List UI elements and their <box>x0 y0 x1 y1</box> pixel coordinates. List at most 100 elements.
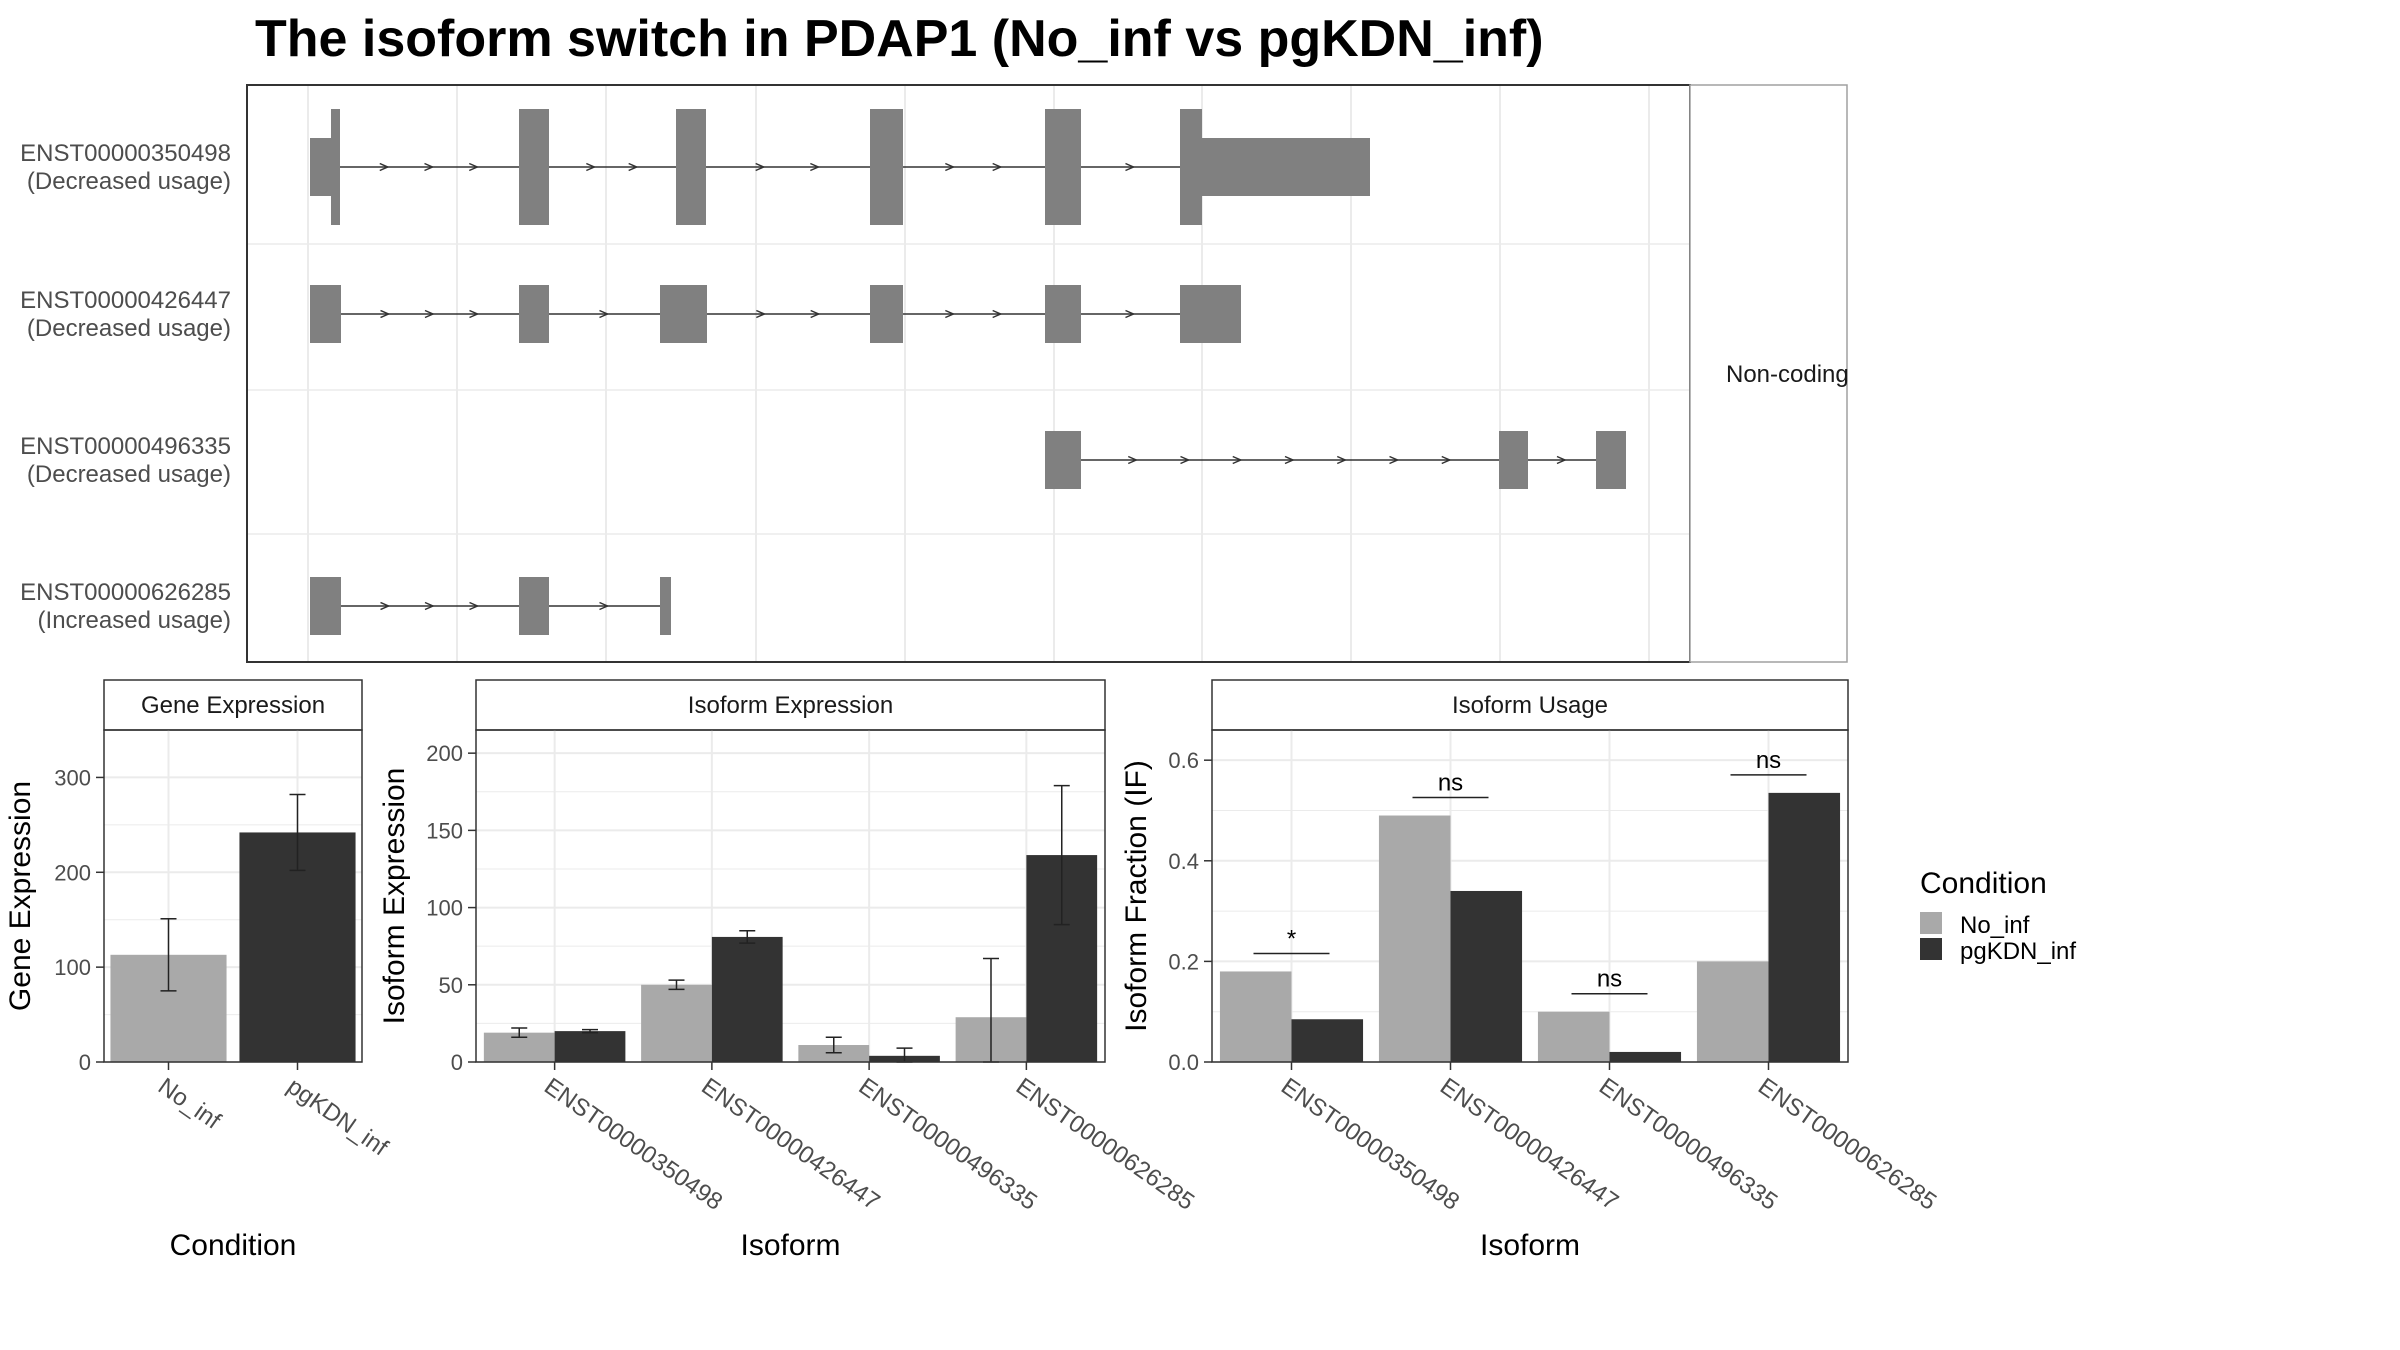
intron-arrow <box>810 309 821 319</box>
panel-frame <box>1211 729 1849 1063</box>
y-tick-label: 0.2 <box>1168 949 1199 974</box>
intron-arrow <box>379 162 390 172</box>
structure-strip-label: Non-coding <box>1726 361 1849 388</box>
x-tick-label: No_inf <box>153 1073 226 1135</box>
x-axis-title: Isoform <box>740 1229 840 1262</box>
y-tick-label: 200 <box>54 860 91 885</box>
intron-arrow <box>469 309 480 319</box>
exon <box>310 138 331 196</box>
intron-arrow <box>992 309 1003 319</box>
bar <box>1768 792 1841 1062</box>
y-tick-label: 0.0 <box>1168 1050 1199 1075</box>
exon <box>331 109 340 225</box>
isoform-id-label: ENST00000626285 <box>20 579 231 606</box>
intron-arrow <box>755 162 766 172</box>
isoform-usage-label: (Decreased usage) <box>27 315 231 342</box>
bar <box>1219 971 1292 1062</box>
exon <box>660 285 707 343</box>
isoform-usage-label: (Decreased usage) <box>27 461 231 488</box>
x-tick-label: pgKDN_inf <box>282 1073 393 1162</box>
exon <box>1045 109 1081 225</box>
y-axis-title: Isoform Expression <box>378 768 411 1025</box>
intron-arrow <box>1441 455 1452 465</box>
exon <box>310 577 341 635</box>
exon <box>519 577 549 635</box>
bar <box>1378 815 1451 1062</box>
legend-label-no-inf: No_inf <box>1960 912 2030 939</box>
y-tick-label: 0 <box>451 1050 463 1075</box>
isoform-id-label: ENST00000426447 <box>20 287 231 314</box>
intron-arrow <box>380 601 391 611</box>
bar <box>711 936 783 1062</box>
isoform-usage-label: (Decreased usage) <box>27 168 231 195</box>
intron-arrow <box>468 162 480 172</box>
legend-swatch-no-inf <box>1920 912 1942 934</box>
exon <box>660 577 671 635</box>
exon <box>519 285 549 343</box>
transcript-ENST00000626285 <box>310 577 671 635</box>
exon <box>1499 431 1528 489</box>
intron-arrow <box>380 309 391 319</box>
exon <box>1596 431 1626 489</box>
intron-arrow <box>992 162 1003 172</box>
exon <box>1045 285 1081 343</box>
y-tick-label: 100 <box>54 955 91 980</box>
isoform-id-label: ENST00000350498 <box>20 140 231 167</box>
y-tick-label: 100 <box>426 896 463 921</box>
y-tick-label: 150 <box>426 818 463 843</box>
isoform-usage-label: (Increased usage) <box>38 607 231 634</box>
intron-arrow <box>1127 455 1139 465</box>
intron-arrow <box>1389 455 1400 465</box>
significance-label: ns <box>1756 747 1781 774</box>
legend-title: Condition <box>1920 867 2047 900</box>
structure-transcripts <box>310 109 1626 635</box>
y-tick-label: 0 <box>79 1050 91 1075</box>
x-axis-title: Isoform <box>1480 1229 1580 1262</box>
panel-frame <box>103 729 363 1063</box>
legend-label-pgkdn-inf: pgKDN_inf <box>1960 938 2076 965</box>
structure-panel: Non-coding ENST00000350498(Decreased usa… <box>20 84 1849 663</box>
y-tick-label: 50 <box>439 973 463 998</box>
exon <box>870 109 903 225</box>
intron-arrow <box>424 601 435 611</box>
gene-expression-panel: Gene Expression 0 100 200 300 No_inf pgKDN_inf… <box>4 679 393 1262</box>
panel-strip <box>1211 679 1849 731</box>
y-tick-label: 200 <box>426 741 463 766</box>
panel-strip <box>475 679 1106 731</box>
intron-arrow <box>1232 455 1243 465</box>
y-tick-label: 0.6 <box>1168 748 1199 773</box>
isoform-expression-panel: Isoform Expression050100150200ENST000003… <box>378 679 1199 1262</box>
intron-arrow <box>424 309 435 319</box>
exon <box>310 285 341 343</box>
exon <box>676 109 706 225</box>
bar <box>1696 961 1769 1062</box>
intron-arrow <box>1180 455 1191 465</box>
bar <box>1450 890 1523 1062</box>
panel-strip <box>103 679 363 731</box>
bar <box>1291 1019 1364 1062</box>
intron-arrow <box>424 162 435 172</box>
panel-strip-title: Isoform Expression <box>688 692 893 719</box>
y-axis-title: Isoform Fraction (IF) <box>1120 760 1153 1032</box>
legend-swatch-pgkdn-inf <box>1920 938 1942 960</box>
intron-arrow <box>469 601 480 611</box>
intron-arrow <box>628 162 639 172</box>
intron-arrow <box>599 601 610 611</box>
legend: Condition No_inf pgKDN_inf <box>1920 867 2076 965</box>
y-axis-title: Gene Expression <box>4 781 37 1011</box>
intron-arrow <box>1125 309 1136 319</box>
structure-isoform-labels: ENST00000350498(Decreased usage)ENST0000… <box>20 140 231 634</box>
exon <box>519 109 549 225</box>
intron-arrow <box>1284 455 1295 465</box>
intron-arrow <box>599 309 610 319</box>
structure-plot-area <box>247 85 1690 662</box>
intron-arrow <box>1336 455 1348 465</box>
exon <box>1180 109 1202 225</box>
intron-arrow <box>586 162 597 172</box>
y-tick-label: 300 <box>54 765 91 790</box>
exon <box>1180 285 1241 343</box>
significance-label: ns <box>1597 966 1622 993</box>
bar <box>641 984 712 1062</box>
isoform-usage-panel: Isoform Usage*nsnsns0.00.20.40.6ENST0000… <box>1120 679 1941 1262</box>
